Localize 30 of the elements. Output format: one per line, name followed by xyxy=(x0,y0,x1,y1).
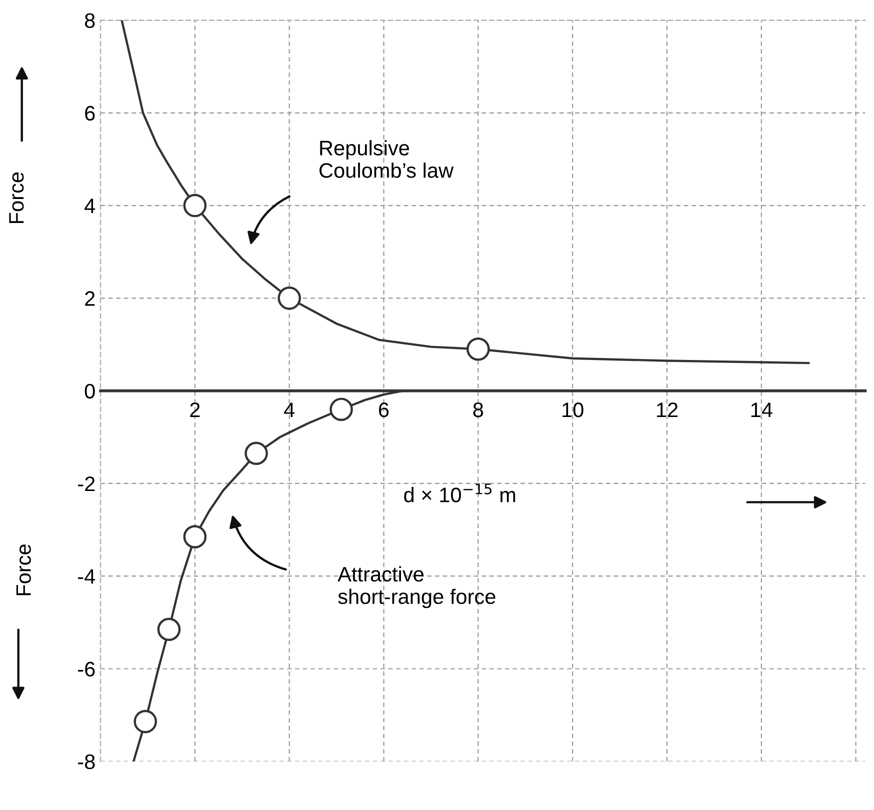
y-tick-label: 2 xyxy=(85,291,95,306)
point xyxy=(330,398,353,421)
x-tick-label: 12 xyxy=(656,402,678,418)
x-tick-label: 6 xyxy=(379,402,389,418)
x-tick-label: 2 xyxy=(190,402,200,418)
y-tick-label: 8 xyxy=(84,13,95,28)
point xyxy=(466,337,490,361)
point xyxy=(157,618,181,642)
y-tick-label: 6 xyxy=(85,106,95,121)
point xyxy=(183,525,207,548)
point xyxy=(244,442,268,465)
x-axis-title: d × 10$^{−15}$ m xyxy=(404,484,516,502)
y-axis-title: Force xyxy=(9,172,24,224)
line-series xyxy=(120,20,810,364)
text: Force xyxy=(16,544,31,596)
y-tick-label: 4 xyxy=(84,198,96,214)
point xyxy=(278,286,301,310)
y-tick-label: -2 xyxy=(78,476,95,492)
point xyxy=(134,710,157,734)
x-tick-label: 14 xyxy=(751,402,772,418)
y-tick-label: -4 xyxy=(78,569,96,584)
x-tick-label: 10 xyxy=(562,402,584,418)
x-tick-label: 4 xyxy=(284,402,295,418)
annotation: Repulsive Coulomb’s law xyxy=(320,140,454,178)
y-tick-label: -6 xyxy=(78,662,95,677)
x-tick-label: 8 xyxy=(473,402,484,418)
y-tick-label: -8 xyxy=(78,754,95,770)
annotation: Attractive short-range force xyxy=(338,566,496,608)
y-tick-label: 0 xyxy=(84,384,95,399)
point xyxy=(183,194,207,218)
